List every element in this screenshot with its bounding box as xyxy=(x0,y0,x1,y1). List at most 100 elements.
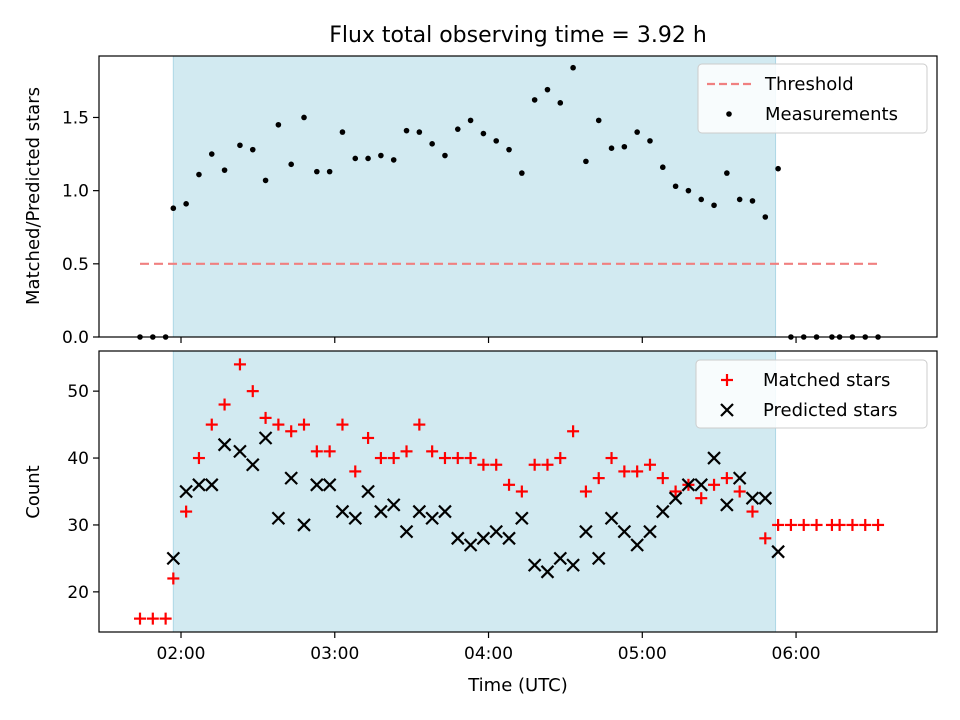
predicted-stars-point xyxy=(656,504,670,519)
matched-stars-point xyxy=(554,452,567,465)
measurements-point xyxy=(262,177,269,184)
matched-stars-point xyxy=(362,431,375,444)
measurements-point xyxy=(685,187,692,194)
predicted-stars-point xyxy=(322,478,337,492)
matched-stars-point xyxy=(846,518,859,531)
measurements-point xyxy=(326,168,333,175)
predicted-stars-point xyxy=(335,504,350,519)
top-observing-window-shade xyxy=(172,55,777,338)
measurements-point xyxy=(634,129,640,135)
matched-stars-point xyxy=(490,458,503,471)
measurements-legend-label: Measurements xyxy=(765,104,898,125)
bot-y-tick-label: 20 xyxy=(67,583,89,603)
predicted-stars-point xyxy=(502,531,516,546)
measurements-point xyxy=(595,117,602,124)
matched-stars-point xyxy=(833,518,846,531)
predicted-stars-point xyxy=(566,558,580,572)
bot-y-tick-label: 40 xyxy=(67,449,89,469)
bot-y-tick-label: 50 xyxy=(67,382,89,402)
measurements-point xyxy=(314,168,320,175)
measurements-point xyxy=(647,138,653,144)
matched-stars-point xyxy=(298,418,311,431)
measurements-point xyxy=(208,151,215,157)
predicted-stars-point xyxy=(284,471,298,485)
measurements-point xyxy=(170,205,177,212)
measurements-legend-marker xyxy=(726,111,732,117)
matched-stars-point xyxy=(192,452,205,465)
matched-stars-point xyxy=(579,485,592,498)
measurements-point xyxy=(196,171,202,178)
measurements-point xyxy=(429,141,435,147)
bot-observing-window-shade xyxy=(172,350,777,633)
predicted-stars-point xyxy=(758,491,773,505)
measurements-point xyxy=(621,143,628,150)
matched-stars-point xyxy=(272,418,285,431)
matched-stars-point xyxy=(656,472,669,485)
top-y-tick-label: 0.0 xyxy=(62,328,89,348)
measurements-point xyxy=(583,158,589,165)
matched-stars-point xyxy=(859,518,872,531)
matched-stars-point xyxy=(451,452,464,465)
matched-stars-point xyxy=(438,452,451,465)
measurements-point xyxy=(480,130,487,137)
predicted-stars-point xyxy=(732,471,747,485)
matched-stars-point xyxy=(400,445,413,458)
measurements-point xyxy=(659,164,666,171)
measurements-point xyxy=(183,201,189,207)
matched-stars-point xyxy=(387,452,400,465)
predicted-stars-point xyxy=(745,491,760,505)
measurements-point xyxy=(275,121,282,128)
measurements-point xyxy=(221,167,228,173)
matched-stars-point xyxy=(746,505,759,518)
x-tick-label: 05:00 xyxy=(618,644,667,664)
chart-title: Flux total observing time = 3.92 h xyxy=(329,23,707,48)
predicted-stars-point xyxy=(579,524,593,539)
predicted-stars-point xyxy=(233,444,247,459)
matched-stars-point xyxy=(259,411,272,424)
measurements-point xyxy=(749,198,756,204)
measurements-point xyxy=(249,146,256,153)
predicted-stars-point xyxy=(412,504,427,519)
top-y-axis-label: Matched/Predicted stars xyxy=(23,87,44,305)
matched-stars-point xyxy=(426,445,439,458)
matched-stars-point xyxy=(413,418,426,431)
measurements-point xyxy=(301,114,307,121)
measurements-point xyxy=(775,165,781,172)
matched-stars-point xyxy=(180,505,193,518)
measurements-point xyxy=(570,64,576,71)
predicted-stars-point xyxy=(217,437,232,452)
predicted-stars-point xyxy=(694,478,709,492)
predicted-stars-point xyxy=(399,524,414,539)
measurements-point xyxy=(237,142,243,149)
matched-stars-point xyxy=(374,452,387,465)
measurements-point xyxy=(711,202,717,209)
matched-stars-point xyxy=(567,425,580,438)
measurements-point xyxy=(288,161,295,168)
predicted-stars-point xyxy=(643,524,657,539)
matched-stars-point xyxy=(515,485,528,498)
matched-stars-point xyxy=(167,572,180,585)
matched-stars-point xyxy=(810,518,823,531)
predicted-stars-legend-label: Predicted stars xyxy=(763,400,897,421)
predicted-stars-point xyxy=(204,478,219,492)
top-y-tick-label: 1.5 xyxy=(62,108,89,128)
bottom-panel: 20 30 40 50 02:00 03:00 04:00 05:00 06:00 Count… xyxy=(23,350,938,696)
measurements-point xyxy=(608,145,615,152)
threshold-legend-label: Threshold xyxy=(764,74,854,95)
top-y-tick-label: 0.5 xyxy=(62,255,89,275)
matched-stars-point xyxy=(631,465,644,478)
predicted-stars-point xyxy=(297,518,311,532)
measurements-point xyxy=(724,170,730,176)
matched-stars-point xyxy=(643,458,656,471)
matched-stars-legend-label: Matched stars xyxy=(763,370,890,391)
predicted-stars-point xyxy=(681,478,696,492)
matched-stars-point xyxy=(310,445,323,458)
bottom-y-axis-label: Count xyxy=(23,465,44,518)
matched-stars-point xyxy=(759,532,772,545)
matched-stars-point xyxy=(592,472,605,485)
predicted-stars-point xyxy=(361,484,375,499)
predicted-stars-point xyxy=(707,451,721,465)
predicted-stars-point xyxy=(192,478,206,492)
top-panel: 0.0 0.5 1.0 1.5 Matched/Predicted stars Thr… xyxy=(23,55,938,348)
x-axis-label: Time (UTC) xyxy=(467,675,568,696)
